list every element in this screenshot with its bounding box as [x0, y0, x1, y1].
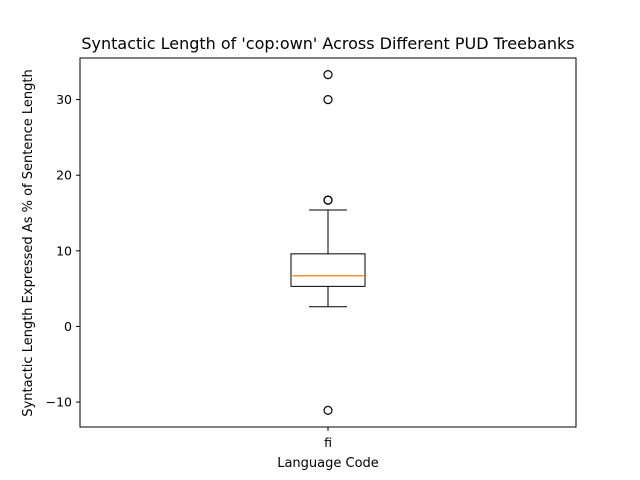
outlier-point	[323, 94, 333, 105]
boxes-layer	[290, 70, 366, 415]
y-axis-label: Syntactic Length Expressed As % of Sente…	[21, 69, 36, 416]
chart-title: Syntactic Length of 'cop:own' Across Dif…	[81, 34, 574, 53]
y-tick-label: 20	[56, 168, 72, 183]
x-axis: fi	[324, 427, 332, 450]
x-tick-label: fi	[324, 435, 332, 450]
y-tick-label: 10	[56, 243, 72, 258]
y-tick-label: 30	[56, 92, 72, 107]
outlier-point	[323, 405, 333, 415]
y-tick-label: −10	[46, 395, 72, 410]
y-tick-label: 0	[64, 319, 72, 334]
outlier-point	[323, 70, 333, 80]
outlier-point	[323, 195, 333, 205]
x-axis-label: Language Code	[277, 456, 379, 471]
box-iqr	[290, 253, 366, 287]
y-axis: −10 0 10 20 30	[46, 92, 80, 410]
